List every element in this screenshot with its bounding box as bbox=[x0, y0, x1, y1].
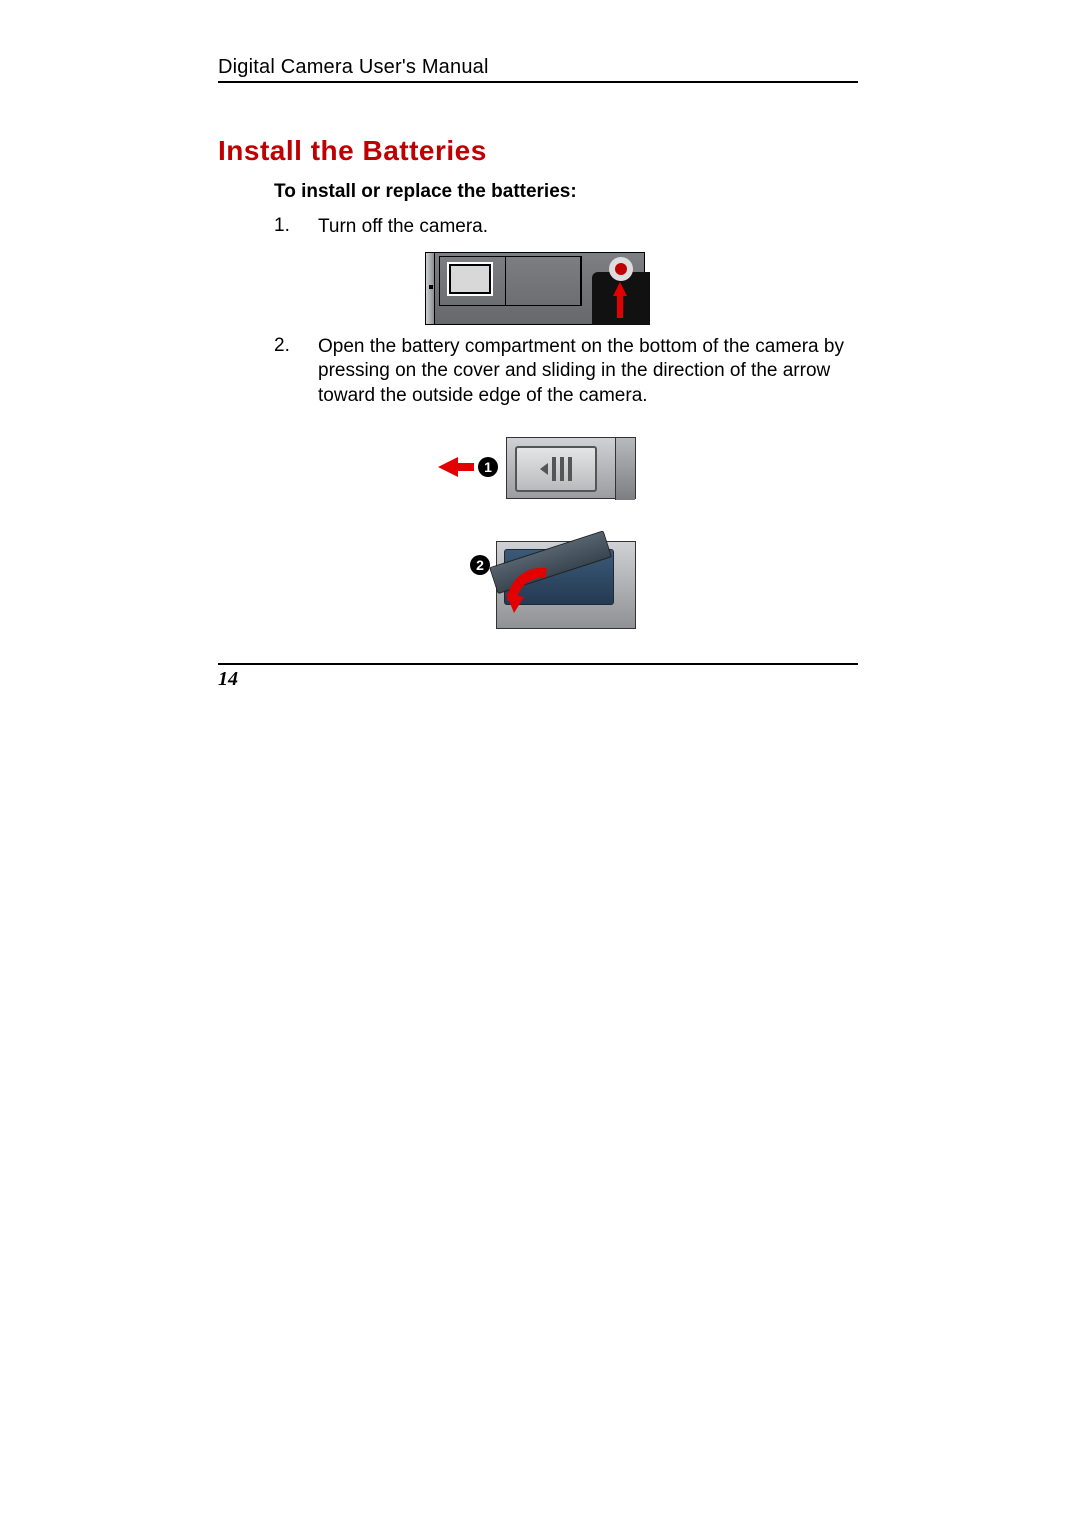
arrow-left-icon bbox=[438, 457, 458, 477]
figure-camera-power bbox=[425, 252, 651, 325]
section-title: Install the Batteries bbox=[218, 135, 858, 167]
step-number: 2. bbox=[218, 335, 318, 409]
slide-direction-icon bbox=[540, 463, 548, 475]
footer-rule bbox=[218, 663, 858, 665]
step-number: 1. bbox=[218, 215, 318, 240]
instruction-heading: To install or replace the batteries: bbox=[274, 181, 858, 203]
step-2: 2. Open the battery compartment on the b… bbox=[218, 335, 858, 409]
step-badge-1-icon: 1 bbox=[478, 457, 498, 477]
step-text: Turn off the camera. bbox=[318, 215, 858, 240]
figure-1-wrap bbox=[218, 252, 858, 325]
manual-page: Digital Camera User's Manual Install the… bbox=[0, 0, 1080, 1528]
steps-list: 1. Turn off the camera. 2. bbox=[218, 215, 858, 647]
power-button-icon bbox=[609, 257, 633, 281]
swing-arrow-icon bbox=[504, 567, 554, 617]
figure-battery-compartment: 1 2 bbox=[438, 437, 638, 647]
figure-2-wrap: 1 2 bbox=[218, 437, 858, 647]
running-header: Digital Camera User's Manual bbox=[218, 56, 858, 83]
step-1: 1. Turn off the camera. bbox=[218, 215, 858, 240]
page-number: 14 bbox=[218, 668, 238, 691]
battery-cover bbox=[506, 437, 636, 499]
content-area: Digital Camera User's Manual Install the… bbox=[218, 56, 858, 657]
step-text: Open the battery compartment on the bott… bbox=[318, 335, 858, 409]
arrow-up-icon bbox=[617, 296, 623, 318]
step-badge-2-icon: 2 bbox=[470, 555, 490, 575]
